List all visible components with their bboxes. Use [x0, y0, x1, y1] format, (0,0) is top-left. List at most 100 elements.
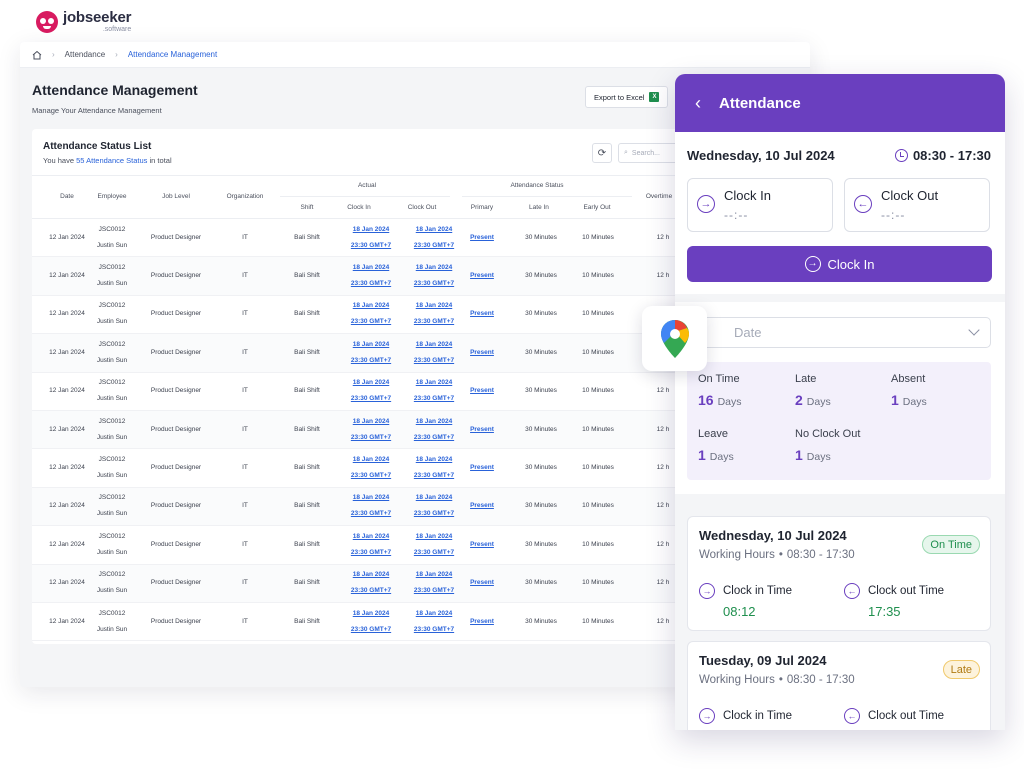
cell-in-date[interactable]: 18 Jan 2024 23:30 GMT+7	[342, 260, 400, 292]
cell-in-date[interactable]: 18 Jan 2024	[352, 379, 390, 387]
cell-in-date[interactable]: 18 Jan 2024	[352, 302, 390, 310]
cell-out-time[interactable]: 23:30 GMT+7	[413, 356, 455, 364]
cell-in-date[interactable]: 18 Jan 2024 23:30 GMT+7	[342, 606, 400, 638]
cell-out-date[interactable]: 18 Jan 2024	[415, 340, 453, 348]
cell-out-time[interactable]: 23:30 GMT+7	[413, 395, 455, 403]
col-job-level[interactable]: Job Level	[162, 193, 190, 200]
breadcrumb-attendance[interactable]: Attendance	[64, 50, 106, 59]
table-row[interactable]: 12 Jan 2024 JSC0012 Justin Sun Product Desi…	[32, 603, 802, 642]
cell-out-time[interactable]: 23:30 GMT+7	[413, 472, 455, 480]
cell-out-date[interactable]: 18 Jan 2024 23:30 GMT+7	[404, 222, 464, 254]
table-row[interactable]: 12 Jan 2024 JSC0012 Justin Sun Product Desi…	[32, 257, 802, 296]
back-arrow-icon[interactable]: ‹	[695, 93, 701, 113]
cell-out-date[interactable]: 18 Jan 2024	[415, 494, 453, 502]
cell-out-time[interactable]: 23:30 GMT+7	[413, 510, 455, 518]
cell-out-time[interactable]: 23:30 GMT+7	[413, 318, 455, 326]
cell-out-date[interactable]: 18 Jan 2024	[415, 609, 453, 617]
cell-out-date[interactable]: 18 Jan 2024	[415, 264, 453, 272]
cell-primary[interactable]: Present	[470, 540, 494, 548]
cell-in-date[interactable]: 18 Jan 2024	[352, 225, 390, 233]
cell-primary[interactable]: Present	[470, 464, 494, 472]
export-to-excel-button[interactable]: Export to Excel X	[585, 86, 669, 108]
refresh-button[interactable]: ⟳	[592, 143, 612, 163]
cell-primary[interactable]: Present	[470, 310, 494, 318]
table-row[interactable]: 12 Jan 2024 JSC0012 Justin Sun Product Desi…	[32, 296, 802, 335]
cell-out-date[interactable]: 18 Jan 2024 23:30 GMT+7	[404, 452, 464, 484]
cell-primary[interactable]: Present	[470, 579, 494, 587]
cell-out-date[interactable]: 18 Jan 2024 23:30 GMT+7	[404, 414, 464, 446]
cell-primary[interactable]: Present	[464, 383, 500, 399]
cell-in-date[interactable]: 18 Jan 2024	[352, 264, 390, 272]
cell-primary[interactable]: Present	[464, 460, 500, 476]
cell-primary[interactable]: Present	[464, 614, 500, 630]
col-overtime[interactable]: Overtime	[645, 193, 673, 200]
cell-out-date[interactable]: 18 Jan 2024	[415, 532, 453, 540]
cell-out-date[interactable]: 18 Jan 2024 23:30 GMT+7	[404, 375, 464, 407]
cell-primary[interactable]: Present	[470, 617, 494, 625]
cell-primary[interactable]: Present	[464, 306, 500, 322]
cell-primary[interactable]: Present	[464, 537, 500, 553]
col-early-out[interactable]: Early Out	[583, 204, 611, 211]
col-clock-out[interactable]: Clock Out	[407, 204, 437, 211]
table-row[interactable]: 12 Jan 2024 JSC0012 Justin Sun Product Desi…	[32, 564, 802, 603]
cell-in-time[interactable]: 23:30 GMT+7	[350, 472, 392, 480]
cell-in-date[interactable]: 18 Jan 2024	[352, 532, 390, 540]
cell-out-date[interactable]: 18 Jan 2024 23:30 GMT+7	[404, 567, 464, 599]
cell-in-date[interactable]: 18 Jan 2024	[352, 609, 390, 617]
cell-out-date[interactable]: 18 Jan 2024 23:30 GMT+7	[404, 606, 464, 638]
clock-in-button[interactable]: → Clock In	[687, 246, 992, 282]
cell-primary[interactable]: Present	[470, 233, 494, 241]
cell-primary[interactable]: Present	[464, 345, 500, 361]
cell-primary[interactable]: Present	[464, 268, 500, 284]
cell-out-time[interactable]: 23:30 GMT+7	[413, 241, 455, 249]
cell-in-time[interactable]: 23:30 GMT+7	[350, 548, 392, 556]
table-row[interactable]: 12 Jan 2024 JSC0012 Justin Sun Product Desi…	[32, 373, 802, 411]
cell-out-time[interactable]: 23:30 GMT+7	[413, 433, 455, 441]
cell-primary[interactable]: Present	[470, 272, 494, 280]
cell-out-date[interactable]: 18 Jan 2024	[415, 417, 453, 425]
cell-in-time[interactable]: 23:30 GMT+7	[350, 395, 392, 403]
history-card[interactable]: Wednesday, 10 Jul 2024 Working Hours • 08:…	[687, 516, 991, 631]
cell-in-date[interactable]: 18 Jan 2024 23:30 GMT+7	[342, 567, 400, 599]
col-primary[interactable]: Primary	[470, 204, 494, 211]
cell-in-date[interactable]: 18 Jan 2024 23:30 GMT+7	[342, 414, 400, 446]
cell-in-date[interactable]: 18 Jan 2024	[352, 340, 390, 348]
home-icon[interactable]	[32, 50, 42, 60]
cell-in-date[interactable]: 18 Jan 2024	[352, 456, 390, 464]
cell-in-time[interactable]: 23:30 GMT+7	[350, 241, 392, 249]
col-late-in[interactable]: Late In	[529, 204, 549, 211]
cell-in-time[interactable]: 23:30 GMT+7	[350, 510, 392, 518]
cell-in-time[interactable]: 23:30 GMT+7	[350, 625, 392, 633]
cell-in-time[interactable]: 23:30 GMT+7	[350, 280, 392, 288]
cell-primary[interactable]: Present	[470, 348, 494, 356]
cell-out-date[interactable]: 18 Jan 2024	[415, 456, 453, 464]
cell-in-date[interactable]: 18 Jan 2024 23:30 GMT+7	[342, 298, 400, 330]
cell-out-date[interactable]: 18 Jan 2024	[415, 302, 453, 310]
history-card[interactable]: Tuesday, 09 Jul 2024 Working Hours • 08:30…	[687, 641, 991, 730]
breadcrumb-attendance-management[interactable]: Attendance Management	[127, 50, 218, 59]
cell-in-date[interactable]: 18 Jan 2024 23:30 GMT+7	[342, 337, 400, 369]
table-row[interactable]: 12 Jan 2024 JSC0012 Justin Sun Product Desi…	[32, 449, 802, 488]
cell-in-date[interactable]: 18 Jan 2024 23:30 GMT+7	[342, 452, 400, 484]
cell-primary[interactable]: Present	[470, 502, 494, 510]
cell-out-time[interactable]: 23:30 GMT+7	[413, 280, 455, 288]
cell-in-date[interactable]: 18 Jan 2024	[352, 571, 390, 579]
cell-out-date[interactable]: 18 Jan 2024 23:30 GMT+7	[404, 337, 464, 369]
date-select[interactable]: Date	[697, 317, 991, 348]
col-shift[interactable]: Shift	[300, 204, 314, 211]
cell-out-date[interactable]: 18 Jan 2024 23:30 GMT+7	[404, 298, 464, 330]
cell-in-time[interactable]: 23:30 GMT+7	[350, 433, 392, 441]
col-clock-in[interactable]: Clock In	[347, 204, 371, 211]
cell-in-time[interactable]: 23:30 GMT+7	[350, 318, 392, 326]
cell-out-date[interactable]: 18 Jan 2024 23:30 GMT+7	[404, 490, 464, 522]
col-organization[interactable]: Organization	[226, 193, 264, 200]
cell-in-date[interactable]: 18 Jan 2024 23:30 GMT+7	[342, 375, 400, 407]
cell-in-time[interactable]: 23:30 GMT+7	[350, 356, 392, 364]
cell-primary[interactable]: Present	[464, 575, 500, 591]
cell-out-date[interactable]: 18 Jan 2024	[415, 379, 453, 387]
cell-primary[interactable]: Present	[464, 230, 500, 246]
table-row[interactable]: 12 Jan 2024 JSC0012 Justin Sun Product Desi…	[32, 526, 802, 565]
cell-primary[interactable]: Present	[470, 387, 494, 395]
cell-out-time[interactable]: 23:30 GMT+7	[413, 587, 455, 595]
cell-out-date[interactable]: 18 Jan 2024 23:30 GMT+7	[404, 260, 464, 292]
